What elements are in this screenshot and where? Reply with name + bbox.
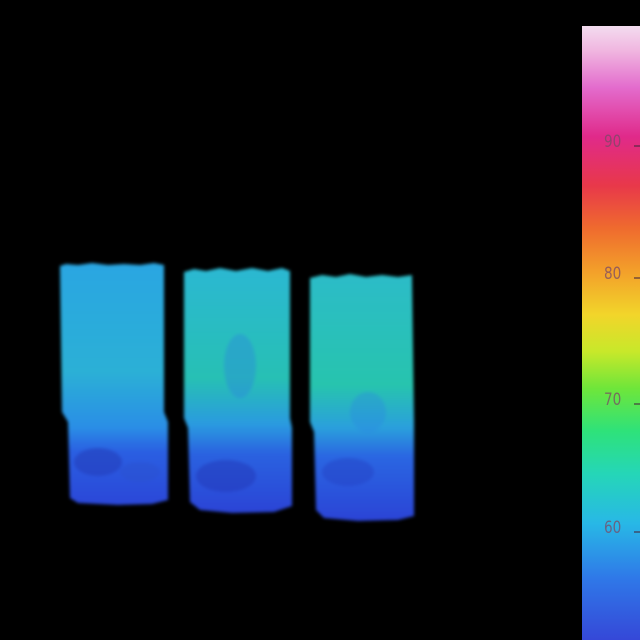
scale-tick-mark [634,145,640,147]
scale-tick-mark [634,403,640,405]
scale-tick-label: 80 [604,264,622,284]
scale-tick-label: 90 [604,132,622,152]
temperature-scale-bar: 90 80 70 60 [582,26,640,640]
sample-strip-2 [182,266,294,514]
scale-tick-mark [634,531,640,533]
scale-tick-label: 60 [604,518,622,538]
scale-tick-label: 70 [604,390,622,410]
sample-strip-3 [308,272,416,522]
sample-strip-1 [58,262,170,506]
scale-tick-mark [634,277,640,279]
